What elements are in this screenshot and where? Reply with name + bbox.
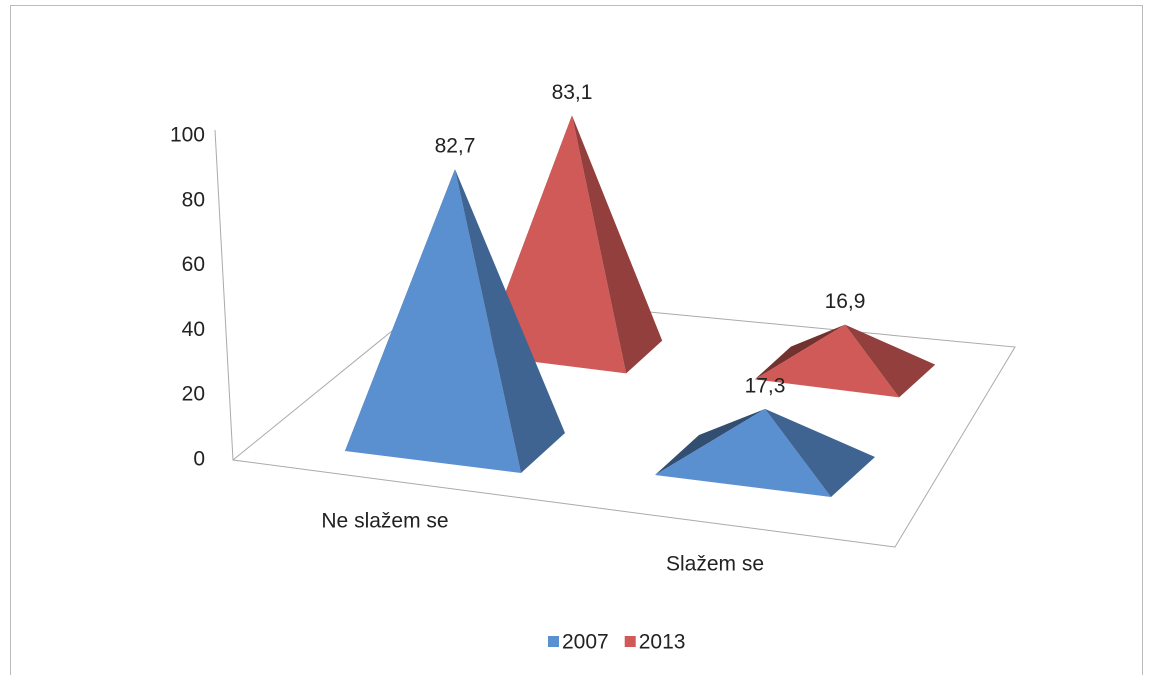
pyramid bbox=[345, 169, 565, 473]
pyramid-left-face bbox=[754, 324, 845, 380]
y-tick-label: 40 bbox=[182, 318, 205, 341]
value-label: 83,1 bbox=[552, 81, 593, 104]
pyramid-right-face bbox=[455, 169, 565, 473]
pyramid-front-face bbox=[754, 324, 900, 398]
pyramid bbox=[655, 408, 875, 497]
pyramid-right-face bbox=[572, 115, 663, 374]
legend-swatch bbox=[548, 636, 559, 647]
value-label: 17,3 bbox=[745, 374, 786, 397]
y-tick-label: 0 bbox=[193, 448, 205, 471]
pyramid bbox=[481, 115, 663, 374]
value-label: 16,9 bbox=[825, 290, 866, 313]
legend-label: 2007 bbox=[562, 631, 609, 654]
y-tick-label: 20 bbox=[182, 383, 205, 406]
chart-frame bbox=[10, 5, 1143, 675]
legend-label: 2013 bbox=[639, 631, 686, 654]
pyramid-front-face bbox=[345, 169, 521, 473]
pyramid-front-face bbox=[481, 115, 627, 374]
value-label: 82,7 bbox=[435, 135, 476, 158]
pyramid-right-face bbox=[765, 408, 875, 497]
pyramid-right-face bbox=[845, 324, 936, 398]
legend-swatch bbox=[624, 636, 636, 647]
x-tick-label: Slažem se bbox=[666, 553, 764, 576]
pyramid-left-face bbox=[655, 408, 765, 475]
pyramid bbox=[754, 324, 936, 398]
x-tick-label: Ne slažem se bbox=[321, 510, 448, 533]
y-tick-label: 60 bbox=[182, 253, 205, 276]
pyramid-front-face bbox=[655, 408, 831, 497]
y-tick-label: 80 bbox=[182, 188, 205, 211]
y-tick-label: 100 bbox=[170, 124, 205, 147]
